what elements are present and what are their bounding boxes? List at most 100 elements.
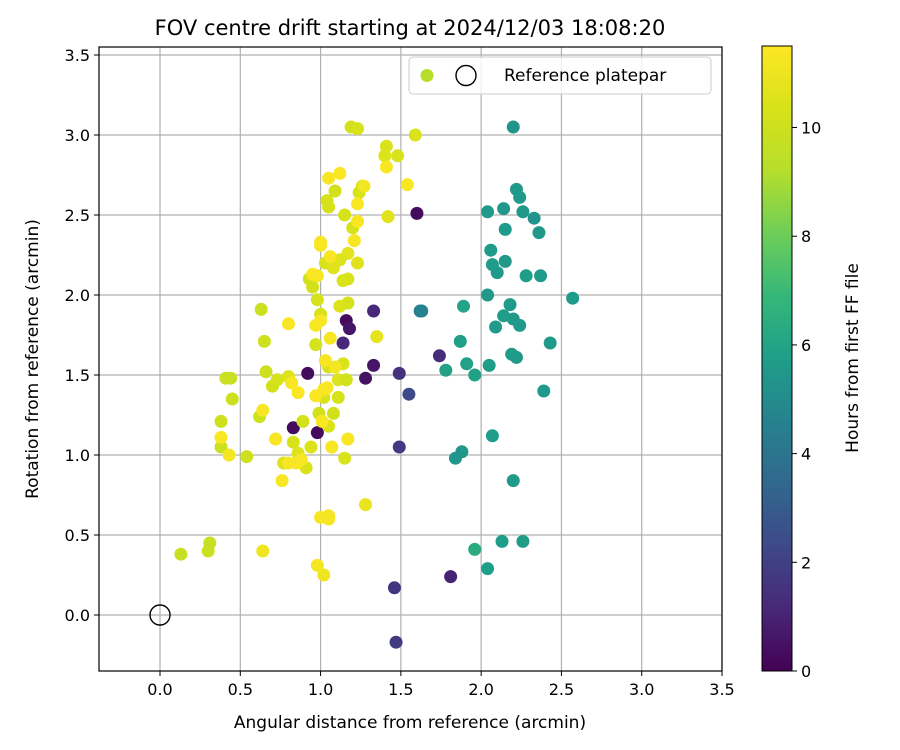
data-point: [460, 357, 474, 371]
x-tick-label: 3.5: [709, 680, 734, 699]
data-point: [296, 414, 310, 428]
data-point: [415, 304, 429, 318]
data-point: [456, 299, 470, 313]
data-point: [490, 266, 504, 280]
data-point: [309, 338, 323, 352]
legend-box: [408, 56, 712, 95]
data-point: [291, 386, 305, 400]
data-point: [503, 298, 517, 312]
data-point: [351, 256, 365, 270]
data-point: [240, 450, 254, 464]
legend: Reference platepar: [408, 56, 712, 95]
data-point: [224, 371, 238, 385]
data-point: [497, 309, 511, 323]
data-point: [513, 318, 527, 332]
data-point: [322, 512, 336, 526]
data-point: [270, 373, 284, 387]
colorbar-tick-label: 6: [801, 336, 811, 355]
data-point: [222, 448, 236, 462]
data-point: [256, 544, 270, 558]
data-point: [281, 317, 295, 331]
data-point: [301, 366, 315, 380]
y-tick-label: 3.5: [65, 46, 90, 65]
data-point: [325, 440, 339, 454]
data-point: [203, 536, 217, 550]
data-point: [498, 222, 512, 236]
data-point: [310, 426, 324, 440]
data-point: [379, 160, 393, 174]
data-point: [341, 272, 355, 286]
reference-point-marker: [149, 604, 171, 626]
data-point: [338, 451, 352, 465]
data-point: [481, 562, 495, 576]
data-point: [506, 120, 520, 134]
data-point: [326, 261, 340, 275]
data-point: [310, 558, 324, 572]
data-point: [387, 581, 401, 595]
y-tick-label: 1.0: [65, 446, 90, 465]
colorbar-label: Hours from first FF file: [843, 263, 863, 453]
data-point: [315, 414, 329, 428]
data-point: [320, 194, 334, 208]
x-axis-ticks: 0.0 0.5 1.0 1.5 2.0 2.5 3.0 3.5: [147, 671, 735, 699]
data-point: [339, 373, 353, 387]
data-point: [468, 368, 482, 382]
data-point: [328, 184, 342, 198]
data-point: [314, 314, 328, 328]
data-point: [392, 440, 406, 454]
data-point: [259, 365, 273, 379]
colorbar-tick-label: 2: [801, 553, 811, 572]
x-tick-label: 1.5: [388, 680, 413, 699]
data-point: [359, 371, 373, 385]
data-point: [323, 331, 337, 345]
plot-frame: [98, 46, 723, 672]
data-point: [320, 381, 334, 395]
data-point: [378, 149, 392, 163]
legend-label: Reference platepar: [504, 66, 666, 86]
data-point: [498, 254, 512, 268]
data-point: [402, 387, 416, 401]
data-point: [275, 474, 289, 488]
data-point: [214, 440, 228, 454]
data-point: [347, 234, 361, 248]
data-point: [391, 149, 405, 163]
data-point: [468, 542, 482, 556]
data-point: [214, 414, 228, 428]
data-point: [306, 267, 320, 281]
data-point: [286, 421, 300, 435]
data-point: [174, 547, 188, 561]
data-point: [482, 358, 496, 372]
data-point: [314, 238, 328, 252]
data-point: [389, 635, 403, 649]
data-point: [516, 205, 530, 219]
grid-lines: [99, 47, 723, 671]
data-points: [174, 120, 580, 649]
data-point: [381, 210, 395, 224]
data-point: [326, 406, 340, 420]
legend-sample-marker: [420, 69, 434, 82]
data-point: [357, 179, 371, 193]
data-point: [285, 376, 299, 390]
data-point: [410, 206, 424, 220]
data-point: [379, 139, 393, 153]
data-point: [509, 350, 523, 364]
data-point: [331, 390, 345, 404]
data-point: [351, 214, 365, 228]
data-point: [543, 336, 557, 350]
data-point: [481, 205, 495, 219]
data-point: [516, 534, 530, 548]
y-tick-label: 0.5: [65, 526, 90, 545]
data-point: [432, 349, 446, 363]
data-point: [439, 363, 453, 377]
reference-marker-group: [149, 604, 171, 626]
data-point: [328, 360, 342, 374]
x-tick-label: 0.0: [147, 680, 172, 699]
data-point: [367, 304, 381, 318]
data-point: [323, 250, 337, 264]
data-point: [338, 208, 352, 222]
data-point: [513, 190, 527, 204]
data-point: [519, 269, 533, 283]
data-point: [485, 429, 499, 443]
data-point: [537, 384, 551, 398]
